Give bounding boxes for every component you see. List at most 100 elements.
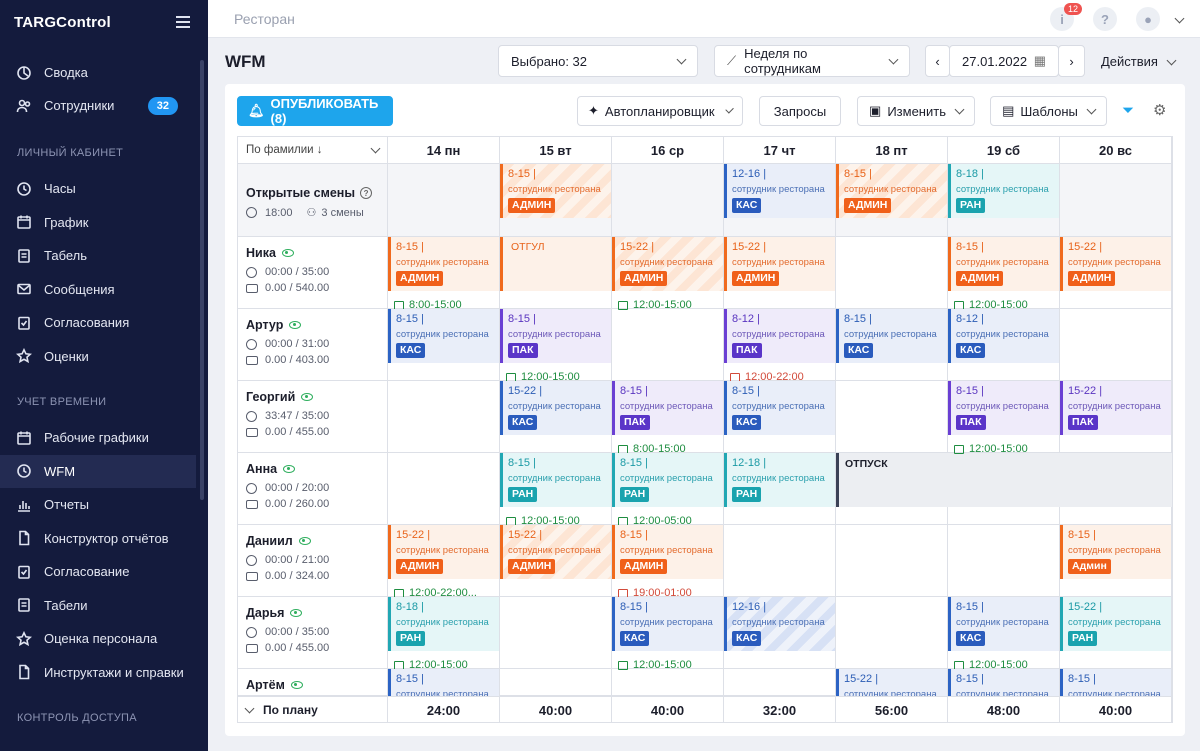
shift-cell[interactable]: 15-22 | сотрудник ресторана АДМИН (500, 525, 612, 597)
sort-dropdown[interactable]: По фамилии ↓ (238, 137, 388, 164)
shift-block[interactable]: 8-15 | сотрудник ресторана (388, 669, 499, 700)
sidebar-item-work-schedules[interactable]: Рабочие графики (0, 421, 196, 454)
templates-button[interactable]: ▤ Шаблоны (990, 96, 1107, 126)
date-field[interactable]: 27.01.2022 ▦ (949, 45, 1059, 77)
shift-block[interactable]: 8-12 | сотрудник ресторана ПАК (724, 309, 835, 363)
time-off-block[interactable]: ОТГУЛ (500, 237, 611, 291)
eye-icon[interactable] (283, 465, 296, 473)
shift-cell[interactable]: 8-15 | сотрудник ресторана ПАК 12:00-15:00 (948, 381, 1060, 455)
plan-row-header[interactable]: По плану (238, 696, 388, 722)
shift-cell[interactable]: 8-15 | сотрудник ресторана РАН 12:00-15:00 (500, 453, 612, 527)
shift-cell[interactable]: 15-22 | сотрудник ресторана КАС (500, 381, 612, 453)
employee-row-header[interactable]: Артём (238, 669, 388, 696)
shift-cell[interactable]: 8-15 | сотрудник ресторана КАС (724, 381, 836, 453)
shift-block[interactable]: 15-22 | сотрудник ресторана (836, 669, 947, 700)
schedule-cell[interactable] (388, 164, 500, 237)
shift-cell[interactable]: 8-15 | сотрудник ресторана АДМИН (836, 164, 948, 237)
sidebar-item-briefings[interactable]: Инструктажи и справки (0, 656, 196, 689)
shift-block[interactable]: 8-15 | сотрудник ресторана АДМИН (388, 237, 499, 291)
filter-icon[interactable]: ⏷ (1122, 102, 1135, 119)
sidebar-item-reports[interactable]: Отчеты (0, 488, 196, 521)
shift-block[interactable]: 15-22 | сотрудник ресторана РАН (1060, 597, 1171, 651)
shift-cell[interactable]: 8-15 | сотрудник ресторана КАС 12:00-15:00 (948, 597, 1060, 671)
shift-block[interactable]: 8-12 | сотрудник ресторана КАС (948, 309, 1059, 363)
shift-cell[interactable]: 12-18 | сотрудник ресторана РАН (724, 453, 836, 525)
shift-block[interactable]: 8-15 | сотрудник ресторана (948, 669, 1059, 700)
shift-block[interactable]: 8-15 | сотрудник ресторана (1060, 669, 1171, 700)
shift-block[interactable]: 12-16 | сотрудник ресторана КАС (724, 164, 835, 218)
shift-block[interactable]: 15-22 | сотрудник ресторана АДМИН (724, 237, 835, 291)
eye-icon[interactable] (290, 681, 303, 689)
schedule-cell[interactable] (836, 381, 948, 453)
autoplanner-button[interactable]: ✦ Автопланировщик (577, 96, 743, 126)
schedule-cell[interactable] (612, 669, 724, 696)
day-header[interactable]: 17 чт (724, 137, 836, 164)
chevron-down-icon[interactable] (1174, 13, 1185, 24)
shift-cell[interactable]: 8-15 | сотрудник ресторана (1060, 669, 1172, 700)
help-icon[interactable]: ? (360, 187, 373, 199)
change-button[interactable]: ▣ Изменить (857, 96, 975, 126)
shift-cell[interactable]: 8-15 | сотрудник ресторана АДМИН 8:00-15:00 (388, 237, 500, 311)
shift-block[interactable]: 8-18 | сотрудник ресторана РАН (948, 164, 1059, 218)
actions-menu[interactable]: Действия (1101, 54, 1177, 69)
schedule-cell[interactable] (388, 381, 500, 453)
shift-block[interactable]: 8-15 | сотрудник ресторана КАС (724, 381, 835, 435)
schedule-cell[interactable] (500, 597, 612, 669)
employee-row-header[interactable]: Дарья 00:00 / 35:00 0.00 / 455.00 (238, 597, 388, 669)
shift-cell[interactable]: 8-12 | сотрудник ресторана КАС (948, 309, 1060, 381)
requests-button[interactable]: Запросы (759, 96, 841, 126)
shift-cell[interactable]: 8-15 | сотрудник ресторана АДМИН (500, 164, 612, 237)
sidebar-item-staff-rating[interactable]: Оценка персонала (0, 622, 196, 655)
selected-dropdown[interactable]: Выбрано: 32 (498, 45, 698, 77)
shift-block[interactable]: 8-15 | сотрудник ресторана АДМИН (836, 164, 947, 218)
shift-block[interactable]: 8-15 | сотрудник ресторана АДМИН (612, 525, 723, 579)
shift-block[interactable]: 8-15 | сотрудник ресторана КАС (836, 309, 947, 363)
shift-cell[interactable]: 15-22 | сотрудник ресторана АДМИН 12:00-15:… (612, 237, 724, 311)
shift-block[interactable]: 15-22 | сотрудник ресторана АДМИН (388, 525, 499, 579)
sidebar-item-schedule[interactable]: График (0, 206, 196, 239)
avatar-icon[interactable]: ● (1136, 7, 1160, 31)
shift-cell[interactable]: ОТГУЛ (500, 237, 612, 309)
day-header[interactable]: 16 ср (612, 137, 724, 164)
sidebar-item-employees[interactable]: Сотрудники 32 (0, 89, 196, 122)
day-header[interactable]: 19 сб (948, 137, 1060, 164)
shift-block[interactable]: 15-22 | сотрудник ресторана АДМИН (500, 525, 611, 579)
shift-cell[interactable]: 8-18 | сотрудник ресторана РАН 12:00-15:00 (388, 597, 500, 671)
settings-icon[interactable]: ⚙ (1153, 102, 1167, 119)
shift-cell[interactable]: 12-16 | сотрудник ресторана КАС (724, 164, 836, 237)
shift-cell[interactable]: 15-22 | сотрудник ресторана РАН (1060, 597, 1172, 669)
eye-icon[interactable] (289, 321, 302, 329)
eye-icon[interactable] (281, 249, 294, 257)
shift-block[interactable]: 8-15 | сотрудник ресторана КАС (612, 597, 723, 651)
shift-cell[interactable]: 8-15 | сотрудник ресторана АДМИН 12:00-15:0… (948, 237, 1060, 311)
day-header[interactable]: 14 пн (388, 137, 500, 164)
shift-cell[interactable]: 8-15 | сотрудник ресторана АДМИН 19:00-01:0… (612, 525, 724, 599)
sidebar-item-messages[interactable]: Сообщения (0, 273, 196, 306)
schedule-cell[interactable] (836, 597, 948, 669)
shift-cell[interactable]: 8-15 | сотрудник ресторана Админ (1060, 525, 1172, 597)
shift-block[interactable]: 8-15 | сотрудник ресторана КАС (388, 309, 499, 363)
shift-block[interactable]: 15-22 | сотрудник ресторана АДМИН (1060, 237, 1171, 291)
schedule-cell[interactable] (612, 309, 724, 381)
view-dropdown[interactable]: ⟋ Неделя по сотрудникам (714, 45, 910, 77)
shift-cell[interactable]: 8-12 | сотрудник ресторана ПАК 12:00-22:00 (724, 309, 836, 383)
schedule-cell[interactable] (836, 525, 948, 597)
shift-cell[interactable]: 15-22 | сотрудник ресторана АДМИН 12:00-22:… (388, 525, 500, 599)
open-shifts-row-header[interactable]: Открытые смены? 18:00 ⚇ 3 смены (238, 164, 388, 237)
schedule-cell[interactable] (1060, 309, 1172, 381)
employee-row-header[interactable]: Ника 00:00 / 35:00 0.00 / 540.00 (238, 237, 388, 309)
shift-cell[interactable]: 8-15 | сотрудник ресторана ПАК 8:00-15:00 (612, 381, 724, 455)
sidebar-item-hours[interactable]: Часы (0, 172, 196, 205)
notifications-icon[interactable]: i 12 (1050, 3, 1083, 31)
schedule-cell[interactable] (948, 525, 1060, 597)
employee-row-header[interactable]: Анна 00:00 / 20:00 0.00 / 260.00 (238, 453, 388, 525)
shift-cell[interactable]: 8-15 | сотрудник ресторана ПАК 12:00-15:00 (500, 309, 612, 383)
breadcrumb[interactable]: Ресторан (234, 11, 295, 27)
schedule-cell[interactable] (500, 669, 612, 696)
shift-block[interactable]: 8-15 | сотрудник ресторана Админ (1060, 525, 1171, 579)
shift-block[interactable]: 8-15 | сотрудник ресторана РАН (500, 453, 611, 507)
shift-cell[interactable]: 8-15 | сотрудник ресторана (388, 669, 500, 700)
schedule-cell[interactable] (1060, 164, 1172, 237)
schedule-cell[interactable] (724, 669, 836, 696)
day-header[interactable]: 18 пт (836, 137, 948, 164)
